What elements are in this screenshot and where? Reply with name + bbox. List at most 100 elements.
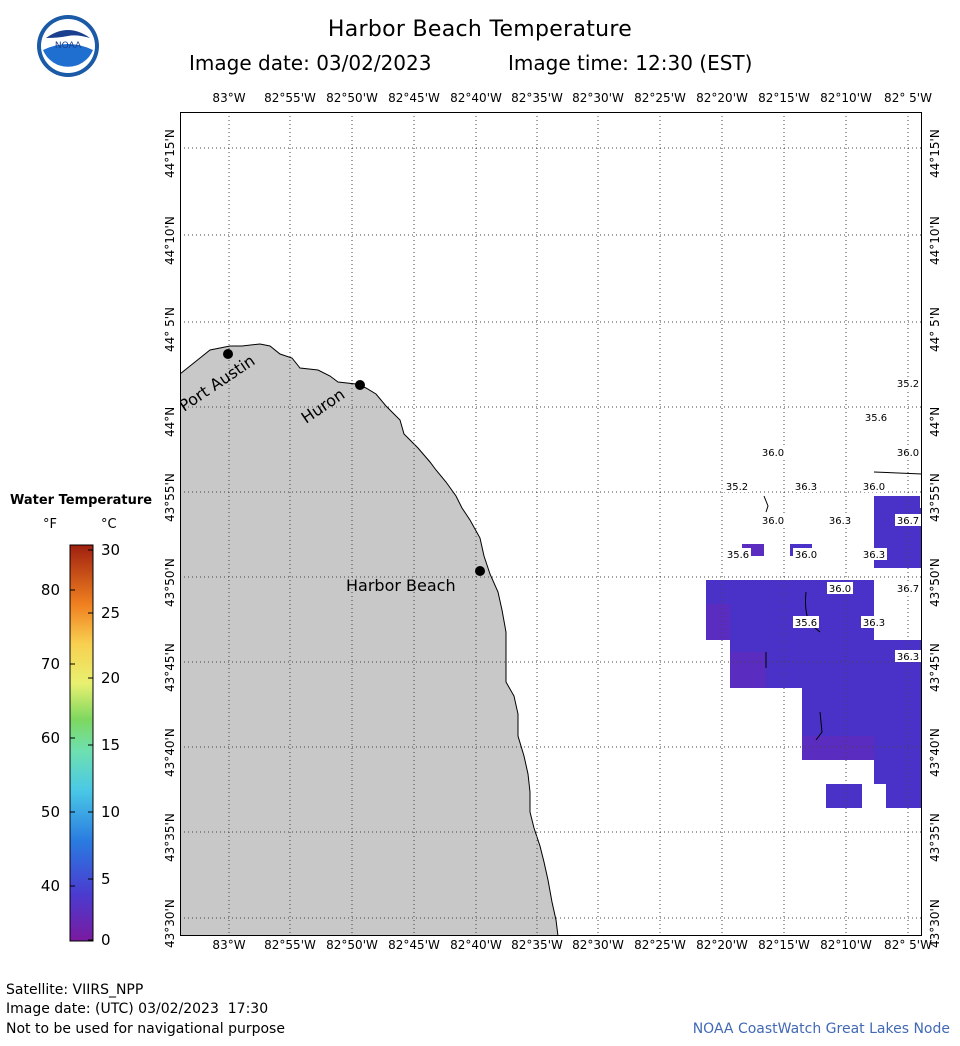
- lat-label-right: 43°55'N: [928, 473, 942, 522]
- credit-link[interactable]: NOAA CoastWatch Great Lakes Node: [692, 1021, 950, 1037]
- lon-label-bottom: 82°45'W: [388, 938, 440, 952]
- temperature-value: 36.3: [897, 652, 919, 663]
- temperature-value: 36.0: [795, 550, 817, 561]
- legend-tick-c: 0: [101, 931, 111, 949]
- place-dot: [223, 349, 233, 359]
- land-area: [180, 343, 559, 936]
- temperature-value: 35.2: [726, 482, 748, 493]
- lon-label-top: 82°10'W: [820, 91, 872, 105]
- lat-label-right: 43°45'N: [928, 643, 942, 692]
- legend-title: Water Temperature: [10, 493, 153, 508]
- legend-unit-f: °F: [43, 517, 57, 532]
- temperature-label: 35.6: [793, 616, 819, 629]
- lat-label-left: 43°35'N: [163, 813, 177, 862]
- water-pixel: [730, 640, 766, 652]
- water-pixel: [886, 784, 922, 808]
- water-pixel: [802, 736, 874, 760]
- contour-line: [815, 711, 823, 741]
- water-pixel: [826, 784, 862, 808]
- temperature-label: 35.6: [863, 411, 889, 424]
- temperature-labels: 35.2 35.6 36.0 36.0 35.2 36.3 36.0 36.0 36.3 36.7…: [724, 377, 921, 663]
- temperature-value: 36.3: [795, 482, 817, 493]
- lon-label-top: 82° 5'W: [884, 91, 932, 105]
- temperature-value: 36.0: [863, 482, 885, 493]
- lon-label-bottom: 82°20'W: [696, 938, 748, 952]
- temperature-label: 36.3: [861, 548, 887, 561]
- lon-label-top: 82°20'W: [696, 91, 748, 105]
- image-date-utc: Image date: (UTC) 03/02/2023 17:30: [6, 1001, 269, 1017]
- lat-label-left: 44° 5'N: [163, 307, 177, 352]
- temperature-value: 36.0: [897, 448, 919, 459]
- lon-label-bottom: 82°35'W: [511, 938, 563, 952]
- temperature-value: 36.0: [762, 516, 784, 527]
- place-harbor-beach: Harbor Beach: [346, 566, 485, 595]
- legend-tick-f: 60: [40, 729, 60, 747]
- lon-label-top: 82°35'W: [511, 91, 563, 105]
- temperature-value: 36.3: [829, 516, 851, 527]
- legend-tick-c: 20: [101, 669, 121, 687]
- water-pixel: [706, 604, 730, 640]
- temperature-value: 35.2: [897, 379, 919, 390]
- scale-ticks: [70, 549, 93, 941]
- temperature-label: 36.0: [760, 514, 786, 527]
- lon-label-bottom: 82°50'W: [326, 938, 378, 952]
- image-time: Image time: 12:30 (EST): [508, 51, 753, 75]
- temperature-value: 36.7: [897, 584, 919, 595]
- image-date: Image date: 03/02/2023: [189, 51, 432, 75]
- lon-label-bottom: 82° 5'W: [884, 938, 932, 952]
- lat-label-left: 43°30'N: [163, 899, 177, 948]
- legend-tick-c: 10: [101, 803, 121, 821]
- legend-tick-f: 80: [40, 581, 60, 599]
- water-pixel: [802, 688, 922, 712]
- legend-tick-c: 25: [101, 604, 121, 622]
- legend-unit-c: °C: [101, 517, 117, 532]
- lon-label-bottom: 82°15'W: [758, 938, 810, 952]
- lon-label-top: 82°25'W: [634, 91, 686, 105]
- temperature-value: 35.6: [865, 413, 887, 424]
- lon-label-top: 82°30'W: [572, 91, 624, 105]
- legend-tick-f: 50: [40, 803, 60, 821]
- legend-tick-f: 70: [40, 655, 60, 673]
- temperature-value: 35.6: [795, 618, 817, 629]
- michigan-thumb-land: [180, 343, 559, 936]
- lon-label-top: 82°45'W: [388, 91, 440, 105]
- noaa-logo: NOAA: [37, 15, 99, 77]
- lon-label-bottom: 82°10'W: [820, 938, 872, 952]
- lon-label-bottom: 82°40'W: [450, 938, 502, 952]
- lon-label-bottom: 82°55'W: [264, 938, 316, 952]
- water-pixel: [730, 652, 766, 688]
- lat-label-left: 44°N: [163, 406, 177, 437]
- legend-tick-c: 30: [101, 541, 121, 559]
- lat-label-right: 43°50'N: [928, 558, 942, 607]
- contour-line: [763, 495, 769, 513]
- lat-label-right: 44°15'N: [928, 129, 942, 178]
- lat-label-left: 44°10'N: [163, 216, 177, 265]
- contour-line: [873, 471, 922, 475]
- temperature-value: 36.0: [762, 448, 784, 459]
- temperature-label: 36.0: [760, 446, 786, 459]
- temperature-label: 36.0: [861, 480, 887, 493]
- legend-tick-c: 15: [101, 736, 121, 754]
- water-pixel: [766, 664, 922, 688]
- page-title: Harbor Beach Temperature: [327, 17, 633, 42]
- lon-label-bottom: 82°30'W: [572, 938, 624, 952]
- logo-text: NOAA: [55, 41, 82, 51]
- temperature-label: 36.0: [895, 446, 921, 459]
- lon-label-top: 83°W: [212, 91, 246, 105]
- temperature-label: 36.7: [895, 514, 921, 527]
- temperature-value: 36.7: [897, 516, 919, 527]
- place-label: Harbor Beach: [346, 576, 456, 595]
- temperature-value: 36.0: [829, 584, 851, 595]
- lat-label-right: 44°10'N: [928, 216, 942, 265]
- legend-tick-f: 40: [40, 877, 60, 895]
- temperature-value: 36.3: [863, 550, 885, 561]
- lat-label-left: 43°55'N: [163, 473, 177, 522]
- legend-tick-c: 5: [101, 870, 111, 888]
- water-pixel: [874, 736, 922, 784]
- water-pixel: [874, 496, 920, 508]
- lat-label-right: 43°40'N: [928, 728, 942, 777]
- disclaimer: Not to be used for navigational purpose: [6, 1021, 285, 1037]
- temperature-label: 35.2: [724, 480, 750, 493]
- place-dot: [355, 380, 365, 390]
- lat-label-right: 43°30'N: [928, 899, 942, 948]
